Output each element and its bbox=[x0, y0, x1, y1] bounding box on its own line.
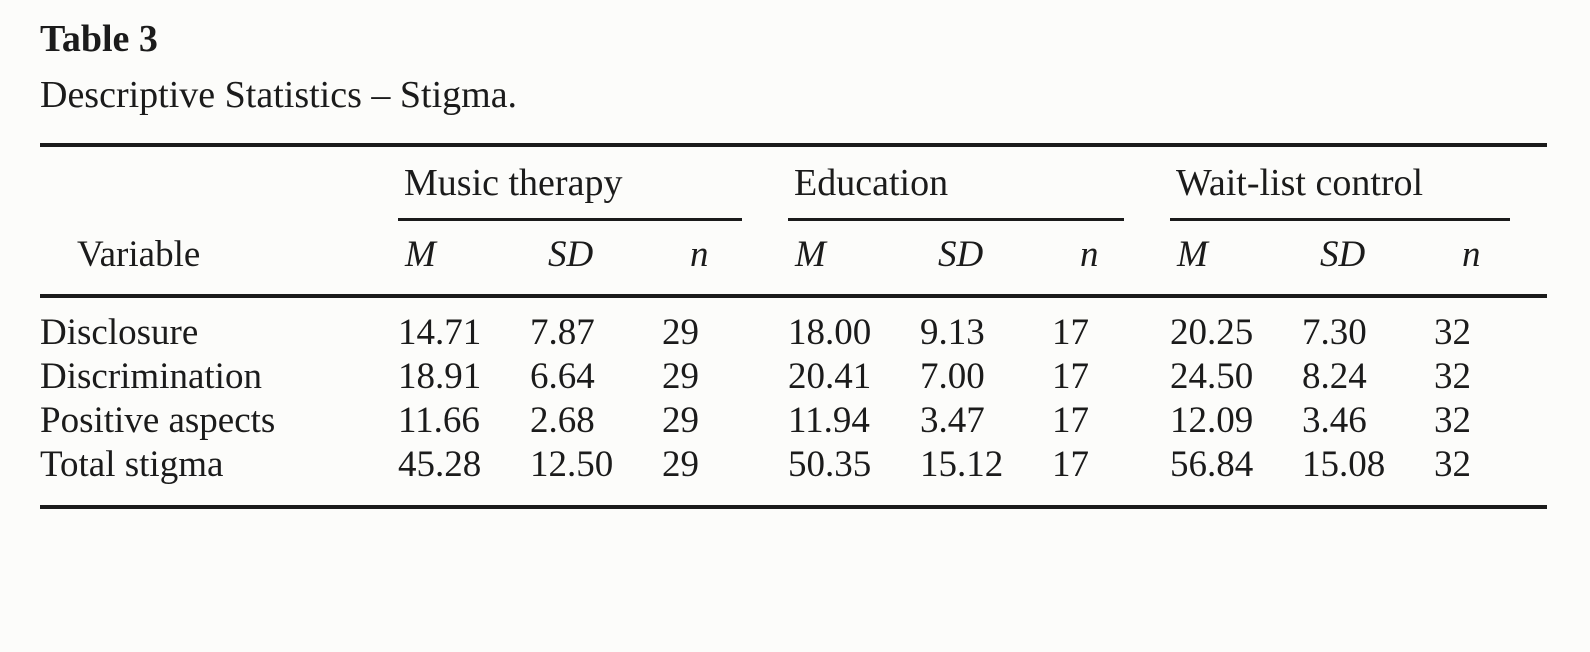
value-cell: 11.66 bbox=[398, 400, 480, 441]
group-header-row: Music therapy Education Wait-list contro… bbox=[40, 143, 1548, 221]
value-cell: 8.24 bbox=[1302, 356, 1367, 397]
stat-header-m-education: M bbox=[788, 221, 921, 298]
value-cell: 7.87 bbox=[530, 312, 595, 353]
value-cell: 20.25 bbox=[1170, 312, 1254, 353]
value-cell: 18.00 bbox=[788, 312, 872, 353]
group-label-waitlist-control: Wait-list control bbox=[1170, 161, 1511, 221]
group-header-spacer bbox=[40, 143, 398, 221]
value-cell: 3.47 bbox=[920, 400, 985, 441]
table-caption: Descriptive Statistics – Stigma. bbox=[40, 74, 518, 116]
value-cell: 17 bbox=[1052, 356, 1090, 397]
value-cell: 9.13 bbox=[920, 312, 985, 353]
value-cell: 32 bbox=[1434, 400, 1472, 441]
value-cell: 20.41 bbox=[788, 356, 872, 397]
stat-header-m-music-therapy: M bbox=[398, 221, 530, 298]
value-cell: 3.46 bbox=[1302, 400, 1367, 441]
table-row-positive-aspects: Positive aspects 11.66 2.68 29 11.94 3.4… bbox=[40, 399, 1547, 443]
value-cell: 18.91 bbox=[398, 356, 482, 397]
value-cell: 17 bbox=[1052, 312, 1090, 353]
table-number: Table 3 bbox=[40, 18, 158, 60]
value-cell: 7.00 bbox=[920, 356, 985, 397]
value-cell: 17 bbox=[1052, 443, 1171, 509]
table-row-disclosure: Disclosure 14.71 7.87 29 18.00 9.13 17 2… bbox=[40, 296, 1547, 355]
value-cell: 45.28 bbox=[398, 443, 530, 509]
stat-header-sd-music-therapy: SD bbox=[530, 221, 662, 298]
variable-column-header: Variable bbox=[40, 221, 398, 298]
value-cell: 29 bbox=[662, 400, 699, 441]
value-cell: 56.84 bbox=[1170, 443, 1303, 509]
variable-cell: Total stigma bbox=[40, 443, 398, 509]
paper-table-figure: Table 3 Descriptive Statistics – Stigma.… bbox=[40, 18, 1548, 509]
group-header-waitlist-control: Wait-list control bbox=[1170, 143, 1548, 221]
value-cell: 29 bbox=[662, 356, 699, 397]
value-cell: 7.30 bbox=[1302, 312, 1367, 353]
value-cell: 29 bbox=[662, 312, 699, 353]
group-label-music-therapy: Music therapy bbox=[398, 161, 743, 221]
group-header-music-therapy: Music therapy bbox=[398, 143, 789, 221]
stat-header-n-music-therapy: n bbox=[662, 221, 789, 298]
value-cell: 29 bbox=[662, 443, 789, 509]
value-cell: 14.71 bbox=[398, 312, 482, 353]
value-cell: 50.35 bbox=[788, 443, 921, 509]
stat-header-row: Variable M SD n M SD n M SD n bbox=[40, 221, 1548, 298]
stat-header-m-waitlist-control: M bbox=[1170, 221, 1303, 298]
variable-cell: Discrimination bbox=[40, 356, 262, 397]
variable-cell: Positive aspects bbox=[40, 400, 276, 441]
value-cell: 15.08 bbox=[1302, 443, 1435, 509]
value-cell: 32 bbox=[1434, 312, 1472, 353]
stat-header-sd-waitlist-control: SD bbox=[1302, 221, 1435, 298]
stat-header-sd-education: SD bbox=[920, 221, 1053, 298]
table-row-discrimination: Discrimination 18.91 6.64 29 20.41 7.00 … bbox=[40, 355, 1547, 399]
group-label-education: Education bbox=[788, 161, 1125, 221]
group-header-education: Education bbox=[788, 143, 1171, 221]
value-cell: 11.94 bbox=[788, 400, 870, 441]
value-cell: 24.50 bbox=[1170, 356, 1254, 397]
table-row-total-stigma: Total stigma 45.28 12.50 29 50.35 15.12 … bbox=[40, 443, 1548, 509]
value-cell: 32 bbox=[1434, 443, 1548, 509]
value-cell: 15.12 bbox=[920, 443, 1053, 509]
stat-header-n-waitlist-control: n bbox=[1434, 221, 1548, 298]
descriptive-statistics-table: Music therapy Education Wait-list contro… bbox=[40, 143, 1548, 509]
value-cell: 6.64 bbox=[530, 356, 595, 397]
value-cell: 32 bbox=[1434, 356, 1472, 397]
value-cell: 12.09 bbox=[1170, 400, 1254, 441]
value-cell: 12.50 bbox=[530, 443, 662, 509]
stat-header-n-education: n bbox=[1052, 221, 1171, 298]
value-cell: 2.68 bbox=[530, 400, 595, 441]
variable-cell: Disclosure bbox=[40, 312, 199, 353]
value-cell: 17 bbox=[1052, 400, 1090, 441]
